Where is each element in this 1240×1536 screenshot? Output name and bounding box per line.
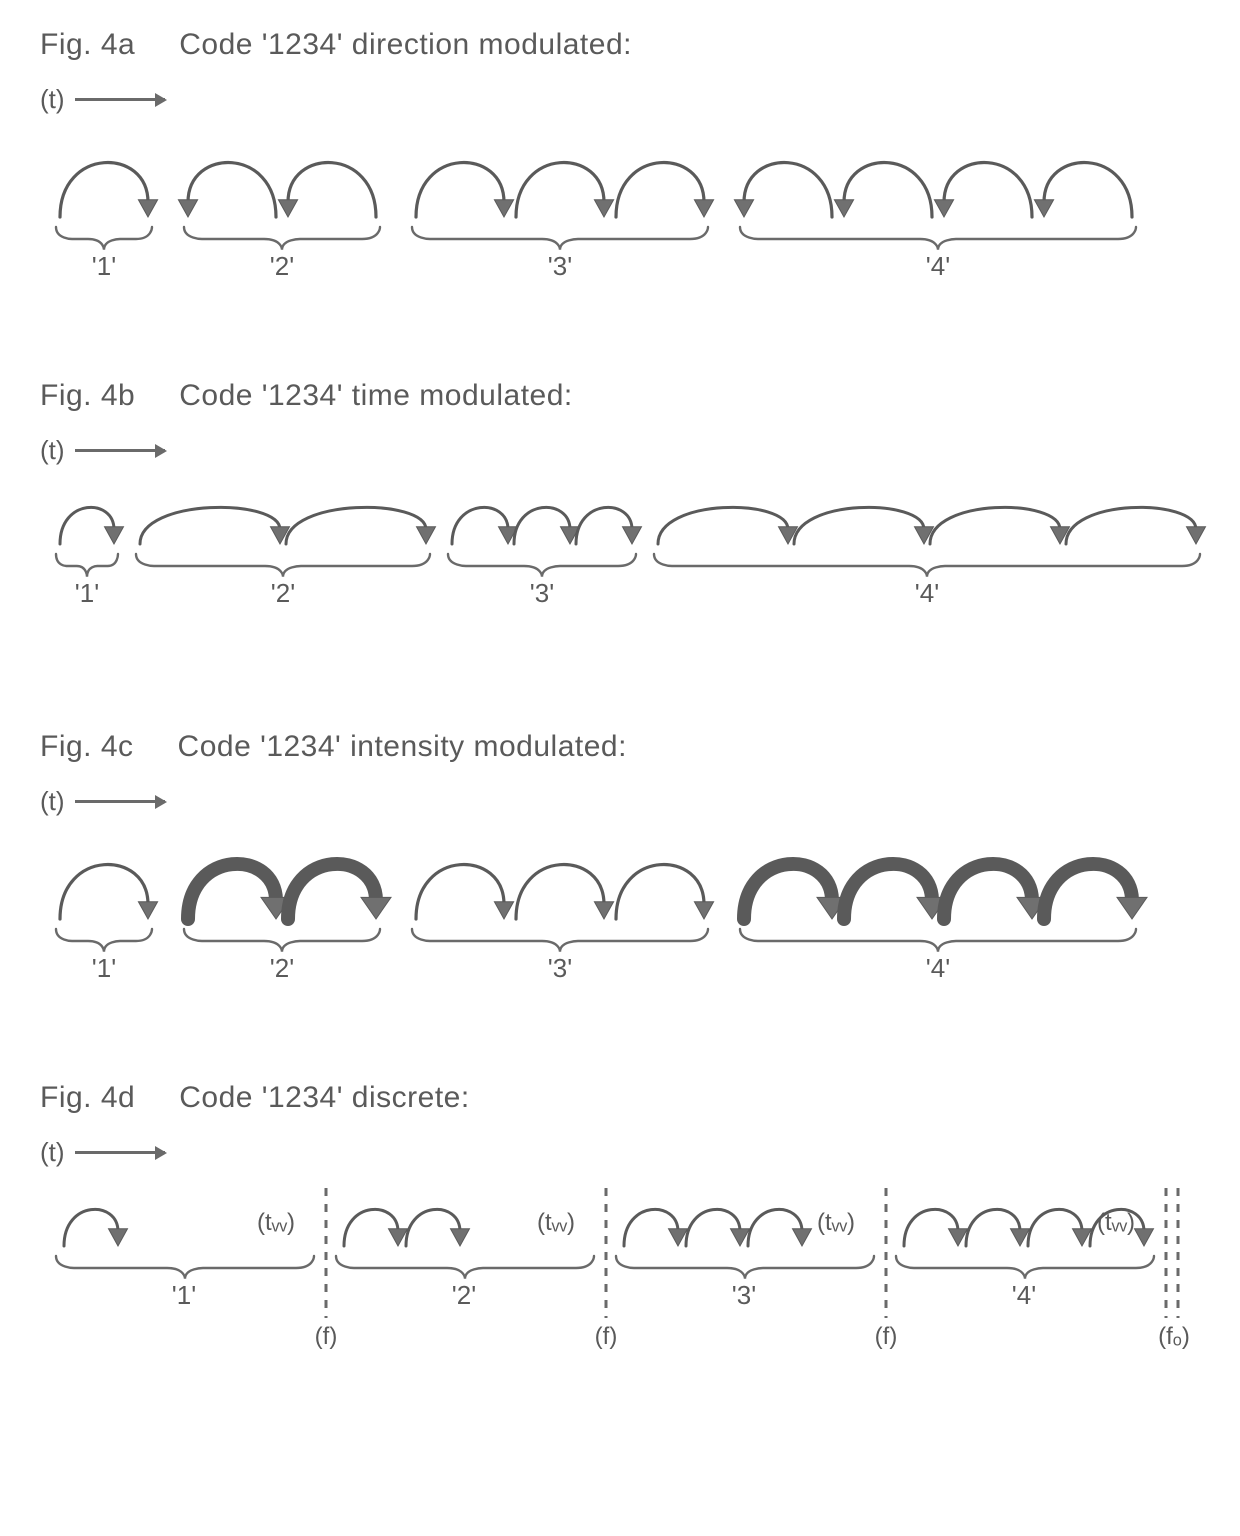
svg-text:'3': '3' bbox=[530, 578, 554, 608]
svg-text:'1': '1' bbox=[75, 578, 99, 608]
svg-text:(fₒ): (fₒ) bbox=[1158, 1323, 1190, 1350]
svg-text:(f): (f) bbox=[595, 1323, 618, 1350]
panel-title: Fig. 4b Code '1234' time modulated: bbox=[40, 379, 1200, 413]
panel-4d: Fig. 4dCode '1234' discrete:(t)(tᵥᵥ)'1'(… bbox=[40, 1081, 1200, 1412]
svg-text:'3': '3' bbox=[548, 953, 572, 983]
svg-text:'1': '1' bbox=[92, 251, 116, 281]
time-axis-arrow-icon bbox=[75, 800, 165, 803]
panel-caption: Code '1234' time modulated: bbox=[179, 379, 573, 412]
svg-text:'2': '2' bbox=[271, 578, 295, 608]
panel-diagram: '1' '2' '3' '4' bbox=[40, 831, 1192, 1021]
svg-text:'3': '3' bbox=[548, 251, 572, 281]
svg-text:'4': '4' bbox=[926, 251, 950, 281]
panel-caption: Code '1234' intensity modulated: bbox=[178, 730, 627, 763]
time-axis-label: (t) bbox=[40, 1137, 65, 1168]
svg-text:(f): (f) bbox=[875, 1323, 898, 1350]
svg-text:(tᵥᵥ): (tᵥᵥ) bbox=[817, 1209, 855, 1236]
time-axis-arrow-icon bbox=[75, 1151, 165, 1154]
svg-text:(tᵥᵥ): (tᵥᵥ) bbox=[1097, 1209, 1135, 1236]
time-axis-label: (t) bbox=[40, 435, 65, 466]
panel-caption: Code '1234' direction modulated: bbox=[179, 28, 632, 61]
time-axis-label: (t) bbox=[40, 786, 65, 817]
svg-text:'2': '2' bbox=[270, 953, 294, 983]
fig-label: Fig. 4a bbox=[40, 28, 135, 62]
svg-text:'3': '3' bbox=[732, 1280, 756, 1310]
svg-text:'2': '2' bbox=[452, 1280, 476, 1310]
time-axis: (t) bbox=[40, 1137, 1200, 1168]
panel-diagram: (tᵥᵥ) '1' (tᵥᵥ) '2' (tᵥᵥ) '3' (tᵥᵥ) '4' (f) (f) (f… bbox=[40, 1182, 1200, 1412]
panel-diagram: '1' '2' '3' '4' bbox=[40, 129, 1192, 319]
time-axis-label: (t) bbox=[40, 84, 65, 115]
time-axis: (t) bbox=[40, 84, 1200, 115]
panel-4a: Fig. 4a Code '1234' direction modulated: (… bbox=[40, 28, 1200, 319]
svg-text:'4': '4' bbox=[915, 578, 939, 608]
svg-text:'4': '4' bbox=[1012, 1280, 1036, 1310]
svg-text:'4': '4' bbox=[926, 953, 950, 983]
panel-caption: Code '1234' discrete: bbox=[179, 1081, 469, 1114]
svg-text:'2': '2' bbox=[270, 251, 294, 281]
time-axis-arrow-icon bbox=[75, 98, 165, 101]
svg-text:(tᵥᵥ): (tᵥᵥ) bbox=[537, 1209, 575, 1236]
fig-label: Fig. 4d bbox=[40, 1081, 135, 1115]
svg-text:(f): (f) bbox=[315, 1323, 338, 1350]
time-axis: (t) bbox=[40, 435, 1200, 466]
panel-title: Fig. 4c Code '1234' intensity modulated: bbox=[40, 730, 1200, 764]
svg-text:(tᵥᵥ): (tᵥᵥ) bbox=[257, 1209, 295, 1236]
svg-text:'1': '1' bbox=[172, 1280, 196, 1310]
panel-title: Fig. 4a Code '1234' direction modulated: bbox=[40, 28, 1200, 62]
panel-diagram: '1' '2' '3' '4' bbox=[40, 480, 1240, 670]
fig-label: Fig. 4b bbox=[40, 379, 135, 413]
panel-4b: Fig. 4b Code '1234' time modulated: (t) '1'… bbox=[40, 379, 1200, 670]
time-axis: (t) bbox=[40, 786, 1200, 817]
panel-title: Fig. 4d Code '1234' discrete: bbox=[40, 1081, 1200, 1115]
fig-label: Fig. 4c bbox=[40, 730, 134, 764]
time-axis-arrow-icon bbox=[75, 449, 165, 452]
panel-4c: Fig. 4c Code '1234' intensity modulated: (… bbox=[40, 730, 1200, 1021]
svg-text:'1': '1' bbox=[92, 953, 116, 983]
